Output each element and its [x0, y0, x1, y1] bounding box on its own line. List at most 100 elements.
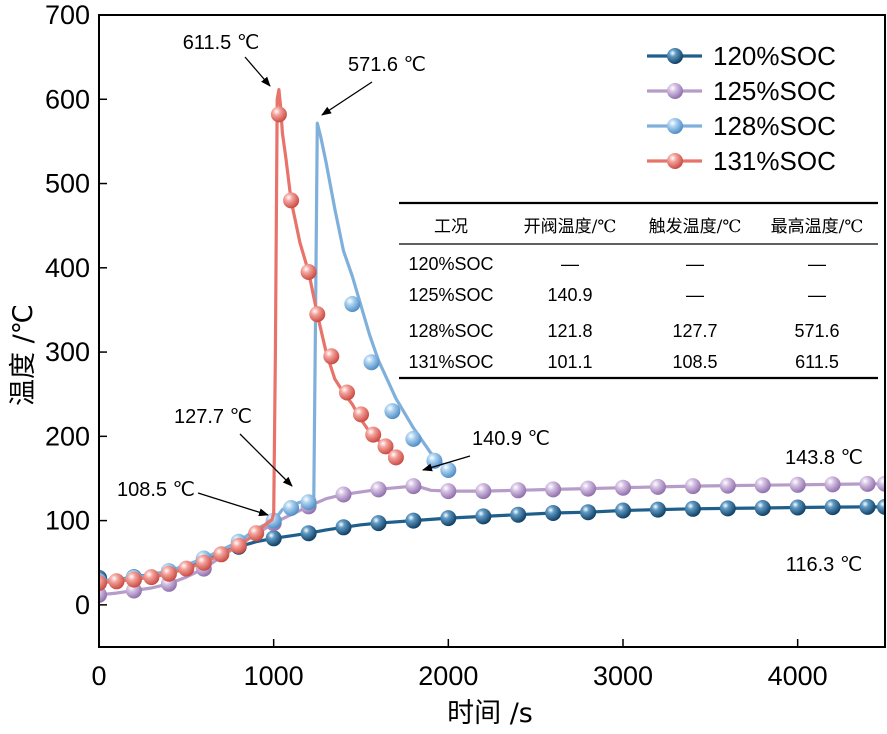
table-row: 128%SOC 121.8 127.7 571.6 [408, 321, 839, 341]
data-point-128soc [363, 354, 380, 371]
data-point-120soc [510, 506, 527, 523]
table-cell: — [686, 285, 704, 305]
data-point-131soc [309, 306, 326, 323]
data-point-125soc [649, 478, 666, 495]
legend-marker [667, 118, 683, 134]
legend-label: 128%SOC [713, 111, 836, 141]
data-point-131soc [377, 438, 394, 455]
data-point-131soc [339, 384, 355, 401]
data-point-120soc [370, 515, 387, 532]
data-point-120soc [859, 498, 876, 515]
data-point-120soc [335, 519, 352, 536]
table-cell: 101.1 [547, 352, 592, 372]
legend-label: 131%SOC [713, 146, 836, 176]
table-cell: 571.6 [794, 321, 839, 341]
annotation-arrow [197, 492, 269, 517]
data-point-125soc [475, 483, 492, 500]
data-point-131soc [160, 565, 177, 582]
series-line-125soc [99, 482, 885, 597]
x-tick-label: 4000 [768, 661, 828, 691]
annotation-arrow [244, 56, 271, 87]
data-point-128soc [300, 494, 317, 511]
series-131soc [99, 88, 404, 591]
data-point-120soc [405, 512, 422, 529]
annotation-arrow [321, 81, 373, 116]
annotation-label: 143.8 ℃ [785, 447, 863, 469]
data-point-125soc [789, 476, 806, 493]
data-point-128soc [405, 430, 422, 447]
table-header-cell: 工况 [434, 217, 468, 237]
data-point-131soc [143, 569, 160, 586]
data-point-120soc [754, 500, 771, 516]
legend-marker [667, 48, 683, 64]
data-point-125soc [719, 477, 736, 494]
annotation-label: 108.5 ℃ [117, 479, 195, 501]
table-row: 131%SOC 101.1 108.5 611.5 [408, 352, 838, 372]
data-point-120soc [719, 500, 736, 517]
y-tick-label: 100 [45, 506, 90, 536]
legend-label: 125%SOC [713, 76, 836, 106]
legend-item-125soc: 125%SOC [647, 76, 836, 106]
data-point-131soc [108, 573, 125, 590]
data-point-120soc [877, 498, 885, 515]
data-point-128soc [344, 296, 361, 312]
data-point-120soc [615, 502, 631, 519]
data-point-125soc [510, 482, 527, 499]
legend-item-120soc: 120%SOC [647, 41, 836, 71]
table-cell: 125%SOC [408, 285, 493, 305]
plot-frame [98, 14, 886, 648]
annotation-label: 116.3 ℃ [786, 554, 863, 576]
x-tick-label: 3000 [593, 661, 653, 691]
y-tick-label: 600 [45, 84, 90, 114]
table-cell: 611.5 [795, 352, 839, 372]
table-row: 120%SOC — — — [408, 254, 826, 274]
legend-item-128soc: 128%SOC [647, 111, 836, 141]
y-tick-label: 300 [45, 337, 90, 367]
annotation-layer: 611.5 ℃ 571.6 ℃ 127.7 ℃ 108.5 ℃ 140.9 ℃ 143.8… [117, 32, 863, 576]
data-point-125soc [859, 475, 876, 492]
table-cell: 131%SOC [408, 352, 493, 372]
x-tick-label: 0 [91, 661, 106, 691]
summary-table: 工况 开阀温度/℃ 触发温度/℃ 最高温度/℃ 120%SOC — — — 125%SOC 140… [399, 201, 878, 380]
data-point-131soc [213, 546, 230, 563]
data-point-125soc [824, 476, 841, 493]
data-point-131soc [248, 525, 265, 542]
data-point-125soc [580, 480, 597, 497]
data-point-131soc [99, 575, 107, 591]
data-point-120soc [440, 510, 457, 527]
data-point-120soc [265, 530, 282, 547]
data-point-131soc [387, 449, 404, 466]
table-cell: 121.8 [547, 321, 592, 341]
data-point-120soc [300, 525, 317, 542]
table-cell: — [561, 254, 579, 274]
data-point-120soc [649, 501, 666, 518]
data-point-120soc [789, 499, 806, 516]
data-point-131soc [353, 406, 369, 423]
annotation-label: 611.5 ℃ [183, 32, 260, 54]
data-point-131soc [365, 426, 382, 443]
series-125soc [99, 475, 885, 603]
table-cell: — [808, 254, 826, 274]
y-axis-title: 温度 /℃ [8, 304, 39, 406]
x-tick-label: 1000 [244, 661, 304, 691]
data-point-125soc [370, 481, 387, 498]
legend-label: 120%SOC [713, 41, 836, 71]
data-point-128soc [384, 403, 401, 420]
y-tick-label: 400 [45, 253, 90, 283]
data-point-128soc [265, 512, 282, 529]
y-tick-label: 700 [45, 0, 90, 30]
y-tick-label: 500 [45, 169, 90, 199]
data-point-131soc [300, 264, 317, 280]
table-cell: 108.5 [672, 352, 717, 372]
annotation-label: 127.7 ℃ [174, 406, 252, 428]
x-axis-ticks: 0 1000 2000 3000 4000 [91, 639, 828, 691]
data-point-128soc [283, 500, 300, 516]
series-line-120soc [99, 505, 885, 582]
data-point-120soc [475, 508, 492, 525]
table-header-cell: 触发温度/℃ [649, 217, 742, 237]
annotation-label: 140.9 ℃ [472, 428, 550, 450]
data-point-120soc [824, 499, 841, 516]
data-point-125soc [877, 475, 885, 492]
data-point-125soc [405, 478, 422, 495]
